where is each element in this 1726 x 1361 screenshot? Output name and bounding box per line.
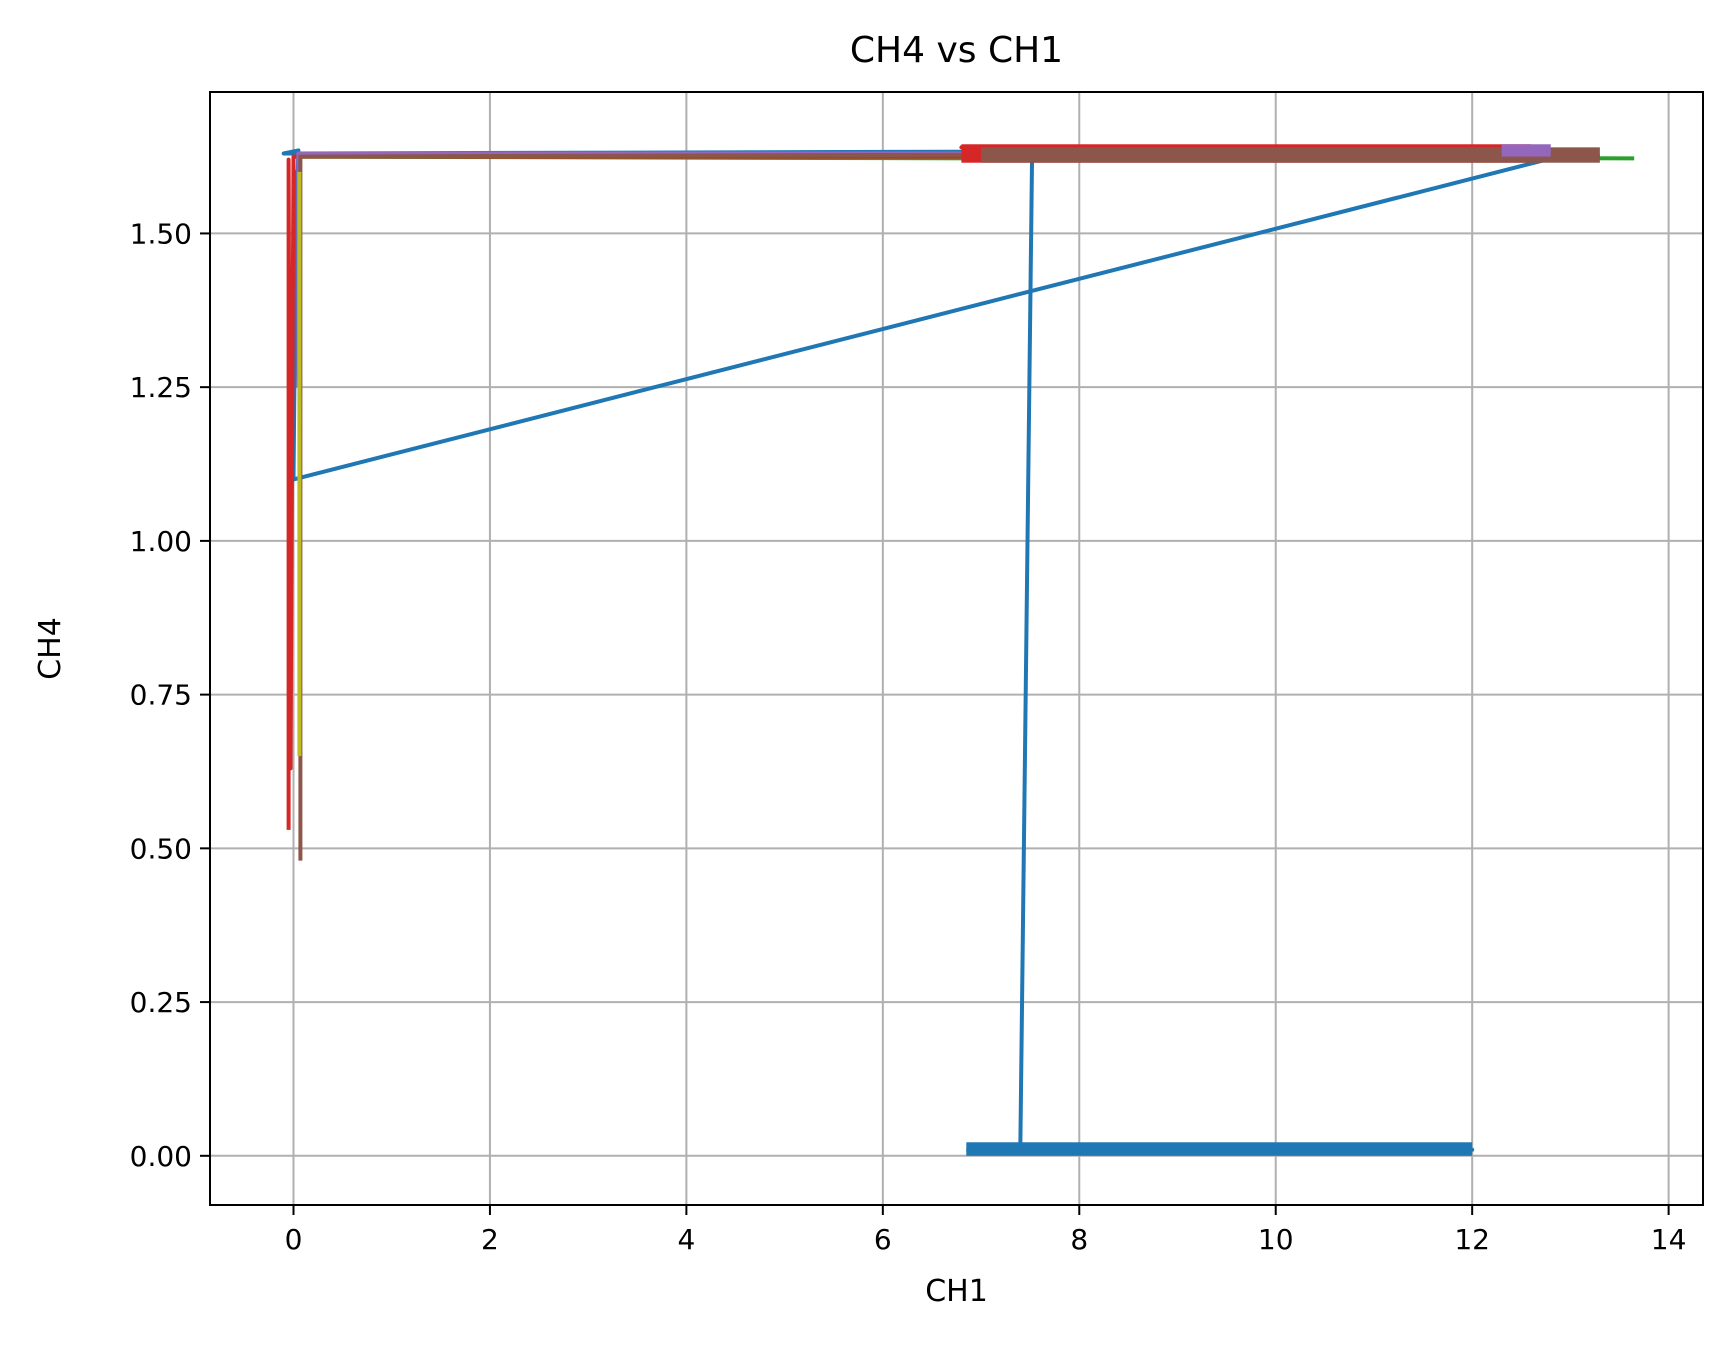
x-tick-label: 6 (874, 1223, 892, 1256)
x-tick-label: 0 (285, 1223, 303, 1256)
x-tick-label: 8 (1070, 1223, 1088, 1256)
x-tick-label: 2 (481, 1223, 499, 1256)
y-tick-label: 1.50 (130, 217, 192, 250)
grid (210, 92, 1703, 1205)
y-tick-label: 1.00 (130, 525, 192, 558)
x-tick-label: 10 (1258, 1223, 1294, 1256)
plot-series (281, 144, 1635, 1156)
axis-ticks: 0 2 4 6 8 10 12 14 0.00 0.25 0.50 0.75 1.00 1.25 1.50 (130, 217, 1687, 1256)
series-band-5 (1501, 144, 1551, 157)
plot-frame (209, 91, 1704, 1206)
y-tick-label: 1.25 (130, 371, 192, 404)
y-tick-label: 0.50 (130, 832, 192, 865)
y-tick-label: 0.75 (130, 679, 192, 712)
x-axis-label: CH1 (925, 1274, 988, 1309)
series-band-6 (981, 147, 1600, 163)
y-tick-label: 0.00 (130, 1140, 192, 1173)
series-line-4 (286, 145, 1600, 830)
chart-title: CH4 vs CH1 (850, 30, 1063, 71)
y-tick-label: 0.25 (130, 986, 192, 1019)
y-axis-label: CH4 (33, 617, 68, 680)
x-tick-label: 14 (1651, 1223, 1687, 1256)
series-band-1 (966, 1142, 1473, 1156)
x-tick-label: 12 (1454, 1223, 1490, 1256)
x-tick-label: 4 (677, 1223, 695, 1256)
